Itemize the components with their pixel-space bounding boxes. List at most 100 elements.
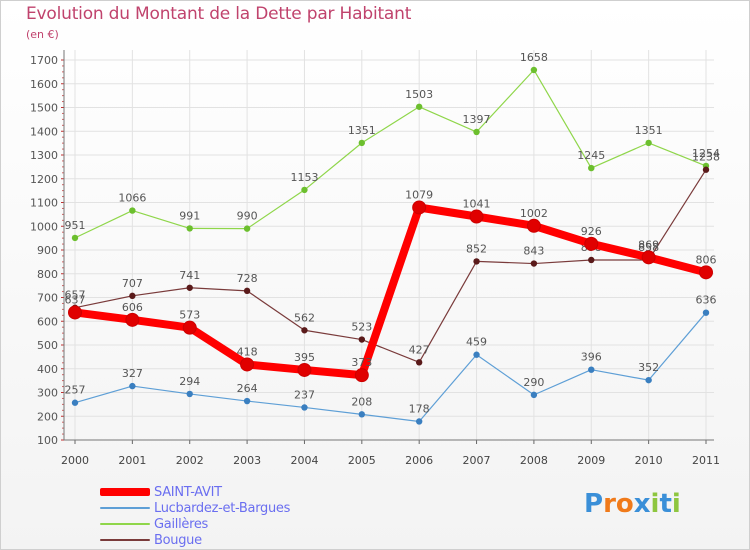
chart-title: Evolution du Montant de la Dette par Hab… (26, 4, 412, 24)
legend-item: Lucbardez-et-Bargues (100, 500, 290, 516)
logo-letter: r (603, 489, 616, 519)
series-line (74, 312, 707, 423)
data-point (358, 336, 366, 343)
x-tick-label: 2000 (61, 454, 89, 467)
data-label: 1254 (692, 147, 720, 160)
data-label: 852 (466, 242, 487, 255)
data-point (243, 225, 251, 232)
data-label: 373 (351, 356, 372, 369)
y-tick-label: 1200 (30, 173, 58, 186)
data-label: 290 (523, 376, 544, 389)
data-label: 951 (65, 219, 86, 232)
data-point (354, 368, 369, 383)
data-label: 178 (409, 402, 430, 415)
data-label: 294 (179, 375, 200, 388)
data-point (240, 357, 255, 372)
data-point (129, 207, 136, 214)
data-point (301, 186, 308, 194)
legend-label: Bougue (154, 532, 202, 548)
data-label: 237 (294, 388, 315, 401)
data-label: 843 (523, 245, 544, 258)
data-label: 1066 (118, 192, 146, 205)
y-tick-label: 1000 (30, 220, 58, 233)
chart-subtitle: (en €) (26, 28, 59, 41)
y-tick-label: 1700 (30, 54, 58, 67)
data-point (588, 366, 595, 373)
logo-letter: o (615, 489, 634, 519)
y-tick-label: 400 (37, 363, 58, 376)
data-label: 1238 (692, 151, 720, 164)
data-label: 352 (638, 361, 659, 374)
data-point (71, 234, 79, 242)
data-label: 657 (65, 289, 86, 302)
logo-letter: i (671, 489, 681, 519)
data-label: 1245 (577, 149, 605, 162)
data-point (473, 128, 480, 136)
data-label: 1503 (405, 88, 433, 101)
logo-letter: i (650, 489, 660, 519)
data-point (415, 418, 423, 425)
data-point (125, 312, 140, 327)
x-tick-label: 2001 (118, 454, 146, 467)
data-point (469, 209, 484, 224)
y-tick-label: 600 (37, 315, 58, 328)
y-tick-label: 300 (37, 387, 58, 400)
data-point (530, 66, 538, 74)
data-label: 208 (351, 395, 372, 408)
x-tick-label: 2007 (463, 454, 491, 467)
data-point (526, 218, 541, 233)
data-point (473, 258, 480, 265)
data-point (588, 256, 595, 264)
data-point (641, 250, 656, 265)
y-tick-label: 200 (37, 410, 58, 423)
data-label: 459 (466, 336, 487, 349)
data-point (186, 284, 193, 291)
y-tick-label: 1500 (30, 102, 58, 115)
y-tick-label: 900 (37, 244, 58, 257)
data-label: 806 (696, 253, 717, 266)
data-label: 396 (581, 351, 602, 364)
data-point (645, 139, 652, 147)
data-point (297, 362, 312, 377)
y-tick-label: 800 (37, 268, 58, 281)
series-line (74, 69, 707, 239)
data-point (584, 236, 599, 251)
data-label: 990 (237, 210, 258, 223)
y-tick-label: 1400 (30, 125, 58, 138)
data-label: 573 (179, 309, 200, 322)
x-tick-label: 2006 (405, 454, 433, 467)
data-point (358, 139, 366, 147)
legend-item: Gaillères (100, 516, 290, 532)
data-label: 1002 (520, 207, 548, 220)
data-point (412, 200, 427, 215)
data-label: 395 (294, 351, 315, 364)
data-label: 858 (638, 241, 659, 254)
data-point (182, 320, 197, 335)
data-point (415, 103, 423, 110)
data-label: 728 (237, 272, 258, 285)
y-tick-label: 500 (37, 339, 58, 352)
data-label: 637 (65, 293, 86, 306)
y-tick-label: 1100 (30, 197, 58, 210)
data-label: 741 (179, 269, 200, 282)
data-label: 257 (65, 384, 86, 397)
data-point (301, 404, 308, 411)
data-point (186, 225, 193, 232)
data-point (129, 292, 136, 300)
series-line (74, 169, 707, 363)
logo-letter: x (633, 489, 651, 519)
data-point (699, 265, 713, 280)
data-label: 1351 (348, 124, 376, 137)
data-label: 427 (409, 343, 430, 356)
y-tick-label: 1300 (30, 149, 58, 162)
data-label: 264 (237, 382, 258, 395)
legend-swatch (100, 539, 150, 541)
data-point (702, 309, 710, 316)
data-label: 926 (581, 225, 602, 238)
data-point (530, 391, 538, 399)
data-label: 418 (237, 345, 258, 358)
chart-legend: SAINT-AVIT Lucbardez-et-Bargues Gaillères B… (100, 484, 290, 548)
logo-letter: P (584, 489, 604, 519)
data-label: 1153 (290, 171, 318, 184)
